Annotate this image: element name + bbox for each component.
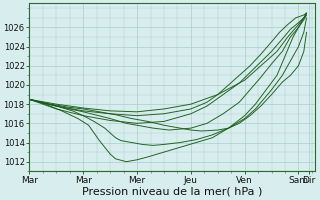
- X-axis label: Pression niveau de la mer( hPa ): Pression niveau de la mer( hPa ): [82, 187, 262, 197]
